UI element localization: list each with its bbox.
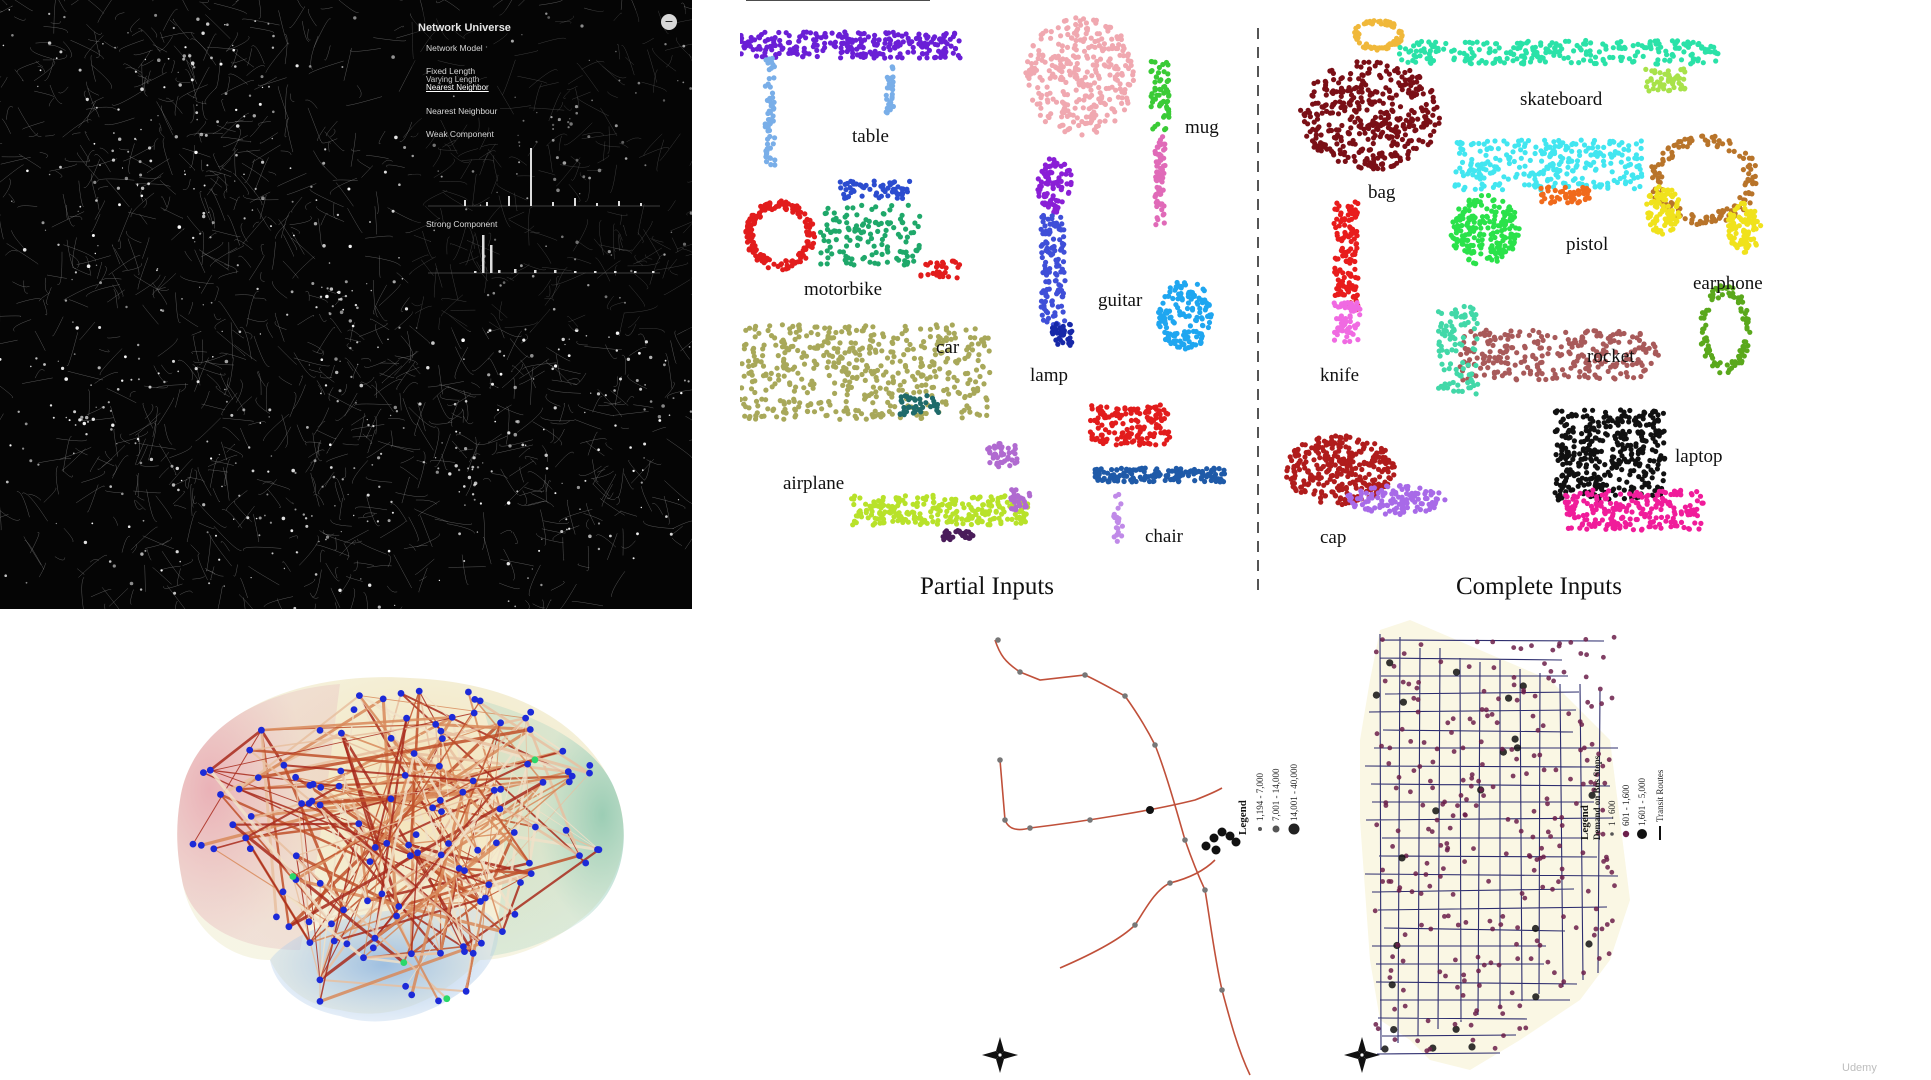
- skateboard-deck-points: [1396, 37, 1721, 67]
- earphone-left-points: [1644, 184, 1682, 237]
- caption-complete-inputs: Complete Inputs: [1456, 573, 1622, 600]
- caption-partial-inputs: Partial Inputs: [920, 573, 1054, 600]
- menu-item-fixed-length[interactable]: Fixed Length: [426, 65, 476, 76]
- bus-stop-demand-map: Legend Demand on Bus Stops 1 - 600 601 -…: [1344, 620, 1665, 1073]
- close-icon[interactable]: −: [661, 14, 677, 30]
- menu-item-weak-component[interactable]: Weak Component: [426, 128, 494, 139]
- car-wheel-points: [897, 393, 941, 418]
- compass-rose-icon: [1344, 1037, 1380, 1073]
- bus-map-legend: Legend Demand on Bus Stops 1 - 600 601 -…: [1579, 755, 1665, 840]
- label-mug: mug: [1185, 117, 1219, 138]
- airplane-tail-points: [985, 441, 1020, 470]
- cap-brim-points: [1345, 483, 1448, 517]
- network-graph: [0, 0, 692, 609]
- earphone-right-points: [1726, 200, 1764, 255]
- skateboard-wheel-points: [1643, 66, 1688, 94]
- rocket-body-points: [1457, 327, 1661, 383]
- network-nodes: [0, 9, 692, 609]
- table-leg-points: [883, 64, 896, 116]
- mug-body-points: [1023, 15, 1136, 138]
- bag-body-points: [1298, 59, 1442, 172]
- network-edges: [0, 0, 692, 609]
- motorbike-body-points: [817, 202, 923, 268]
- bag-handle-points: [1352, 18, 1405, 53]
- label-cap: cap: [1320, 527, 1346, 548]
- laptop-screen-points: [1552, 407, 1668, 503]
- label-rocket: rocket: [1587, 346, 1635, 367]
- chair-seat-points: [1092, 465, 1228, 485]
- strong-component-histogram: [428, 235, 660, 274]
- label-bag: bag: [1368, 182, 1396, 203]
- pistol-barrel-points: [1452, 137, 1645, 193]
- label-pistol: pistol: [1566, 234, 1608, 255]
- lamp-base-points: [1049, 321, 1075, 348]
- menu-item-strong-component[interactable]: Strong Component: [426, 219, 498, 230]
- knife-blade-points: [1331, 199, 1361, 313]
- knife-handle-points: [1331, 300, 1363, 345]
- motorbike-seat-points: [837, 178, 913, 201]
- network-universe-panel: Network Universe Network Model Fixed Len…: [0, 0, 692, 609]
- rail-map-legend: Legend 1,194 - 7,000 7,001 - 14,000 14,0…: [1237, 764, 1300, 835]
- lamp-pole-points: [1038, 212, 1068, 328]
- bus-stop-demand-map-panel: Legend Demand on Bus Stops 1 - 600 601 -…: [1320, 620, 1700, 1080]
- compass-rose-icon: [982, 1037, 1018, 1073]
- car-body-points: [740, 322, 993, 422]
- menu-item-network-model[interactable]: Network Model: [426, 43, 483, 53]
- cap-crown-points: [1284, 433, 1397, 508]
- label-car: car: [936, 337, 960, 358]
- pistol-grip-points: [1448, 192, 1522, 267]
- label-laptop: laptop: [1675, 446, 1723, 467]
- laptop-keyboard-points: [1562, 487, 1706, 533]
- udemy-watermark: Udemy: [1842, 1062, 1877, 1074]
- city-boundary: [1360, 620, 1630, 1070]
- chair-leg-points: [1111, 491, 1125, 544]
- label-table: table: [852, 126, 889, 147]
- label-earphone: earphone: [1693, 273, 1763, 294]
- brain-connectome-panel: [150, 660, 670, 1070]
- rail-lines: [994, 639, 1251, 1076]
- pistol-trigger-points: [1538, 184, 1592, 206]
- earphone-cable-points: [1698, 283, 1753, 376]
- label-guitar: guitar: [1098, 290, 1143, 311]
- rail-stations: [995, 637, 1225, 993]
- bus-stops: [1372, 634, 1617, 1054]
- rail-ridership-map-panel: Legend 1,194 - 7,000 7,001 - 14,000 14,0…: [960, 620, 1520, 1080]
- high-ridership-stations: [1146, 806, 1241, 855]
- rail-ridership-map: Legend 1,194 - 7,000 7,001 - 14,000 14,0…: [982, 637, 1300, 1076]
- label-chair: chair: [1145, 526, 1184, 547]
- chair-back-points: [1087, 402, 1173, 448]
- label-motorbike: motorbike: [804, 279, 882, 300]
- menu-subitem-varying-length[interactable]: Varying Length: [426, 74, 480, 84]
- table-leg-points: [762, 55, 778, 168]
- weak-component-histogram: [428, 148, 660, 207]
- label-knife: knife: [1320, 365, 1359, 386]
- label-lamp: lamp: [1030, 365, 1068, 386]
- menu-item-nearest-neighbour[interactable]: Nearest Neighbour: [426, 105, 498, 116]
- label-airplane: airplane: [783, 473, 844, 494]
- point-cloud-figure: table mug motorbike guitar car lamp airp…: [740, 0, 1764, 600]
- motorbike-wheel-points: [743, 198, 818, 273]
- table-top-points: [740, 29, 963, 61]
- motorbike-rear-points: [918, 258, 963, 281]
- rocket-fin-points: [1435, 303, 1481, 397]
- network-menu: Network Universe Network Model Fixed Len…: [418, 22, 688, 283]
- label-skateboard: skateboard: [1520, 89, 1603, 110]
- brain-connectome: [177, 677, 624, 1022]
- network-menu-title: Network Universe: [418, 22, 511, 34]
- lamp-shade-points: [1035, 156, 1074, 215]
- mug-handle-points: [1148, 58, 1172, 133]
- airplane-body-points: [849, 492, 1031, 528]
- airplane-tail-points: [1008, 487, 1033, 513]
- menu-subitem-nearest-neighbor[interactable]: Nearest Neighbor: [426, 83, 489, 93]
- guitar-body-points: [1156, 279, 1214, 352]
- point-cloud-panel: table mug motorbike guitar car lamp airp…: [740, 0, 1820, 609]
- guitar-neck-points: [1152, 134, 1168, 228]
- airplane-wing-points: [940, 528, 976, 543]
